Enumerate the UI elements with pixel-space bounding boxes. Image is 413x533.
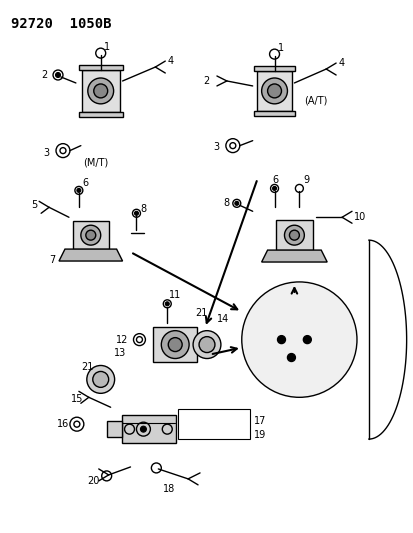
Text: 16: 16 [57,419,69,429]
Circle shape [140,426,146,432]
Circle shape [284,225,304,245]
Circle shape [303,336,311,344]
Circle shape [234,201,238,205]
Text: 14: 14 [216,314,229,324]
Text: 21: 21 [81,362,93,373]
Text: 4: 4 [167,56,173,66]
Text: 8: 8 [222,198,228,208]
Circle shape [77,188,81,192]
Text: 12: 12 [115,335,128,345]
Circle shape [87,366,114,393]
Circle shape [165,302,169,306]
Text: 7: 7 [49,255,55,265]
Text: 21: 21 [195,308,207,318]
Text: 18: 18 [163,484,175,494]
Circle shape [289,230,299,240]
Circle shape [134,211,138,215]
Circle shape [272,187,276,190]
Circle shape [192,330,221,359]
Text: (A/T): (A/T) [304,96,327,106]
Bar [153,327,197,362]
Circle shape [55,72,60,77]
Circle shape [241,282,356,397]
Circle shape [199,337,214,352]
Bar [73,221,108,249]
Text: 8: 8 [140,204,146,214]
Bar [82,70,119,112]
Bar [78,112,122,117]
Circle shape [287,353,295,361]
Polygon shape [59,249,122,261]
Polygon shape [261,250,326,262]
Text: 10: 10 [353,212,366,222]
Circle shape [93,84,107,98]
Circle shape [81,225,100,245]
Circle shape [277,336,285,344]
Circle shape [267,84,281,98]
Text: 2: 2 [41,70,47,80]
Text: 5: 5 [31,200,37,211]
Text: 19: 19 [253,430,265,440]
Text: 3: 3 [212,142,218,151]
Text: 6: 6 [272,175,278,185]
Circle shape [168,337,182,352]
Text: 4: 4 [337,58,343,68]
Circle shape [93,372,108,387]
Text: (M/T): (M/T) [83,158,108,167]
Circle shape [88,78,113,104]
Text: 3: 3 [43,148,49,158]
Circle shape [85,230,95,240]
Text: 1: 1 [277,43,283,53]
Text: 17: 17 [253,416,266,426]
Text: 9: 9 [303,175,309,185]
Text: 20: 20 [87,476,99,486]
Bar [253,111,295,116]
Bar [253,66,295,71]
Bar [78,65,122,70]
Text: 2: 2 [202,76,209,86]
Bar [178,409,249,439]
Text: 13: 13 [113,348,126,358]
Text: 6: 6 [83,179,89,189]
Circle shape [161,330,189,359]
Text: 1: 1 [103,42,109,52]
Bar [256,71,292,111]
Bar [107,421,121,437]
Bar [121,415,176,443]
Text: 92720  1050B: 92720 1050B [11,17,112,31]
Text: 11: 11 [169,290,181,300]
Circle shape [261,78,287,104]
Text: 15: 15 [71,394,83,405]
Bar [275,220,313,250]
